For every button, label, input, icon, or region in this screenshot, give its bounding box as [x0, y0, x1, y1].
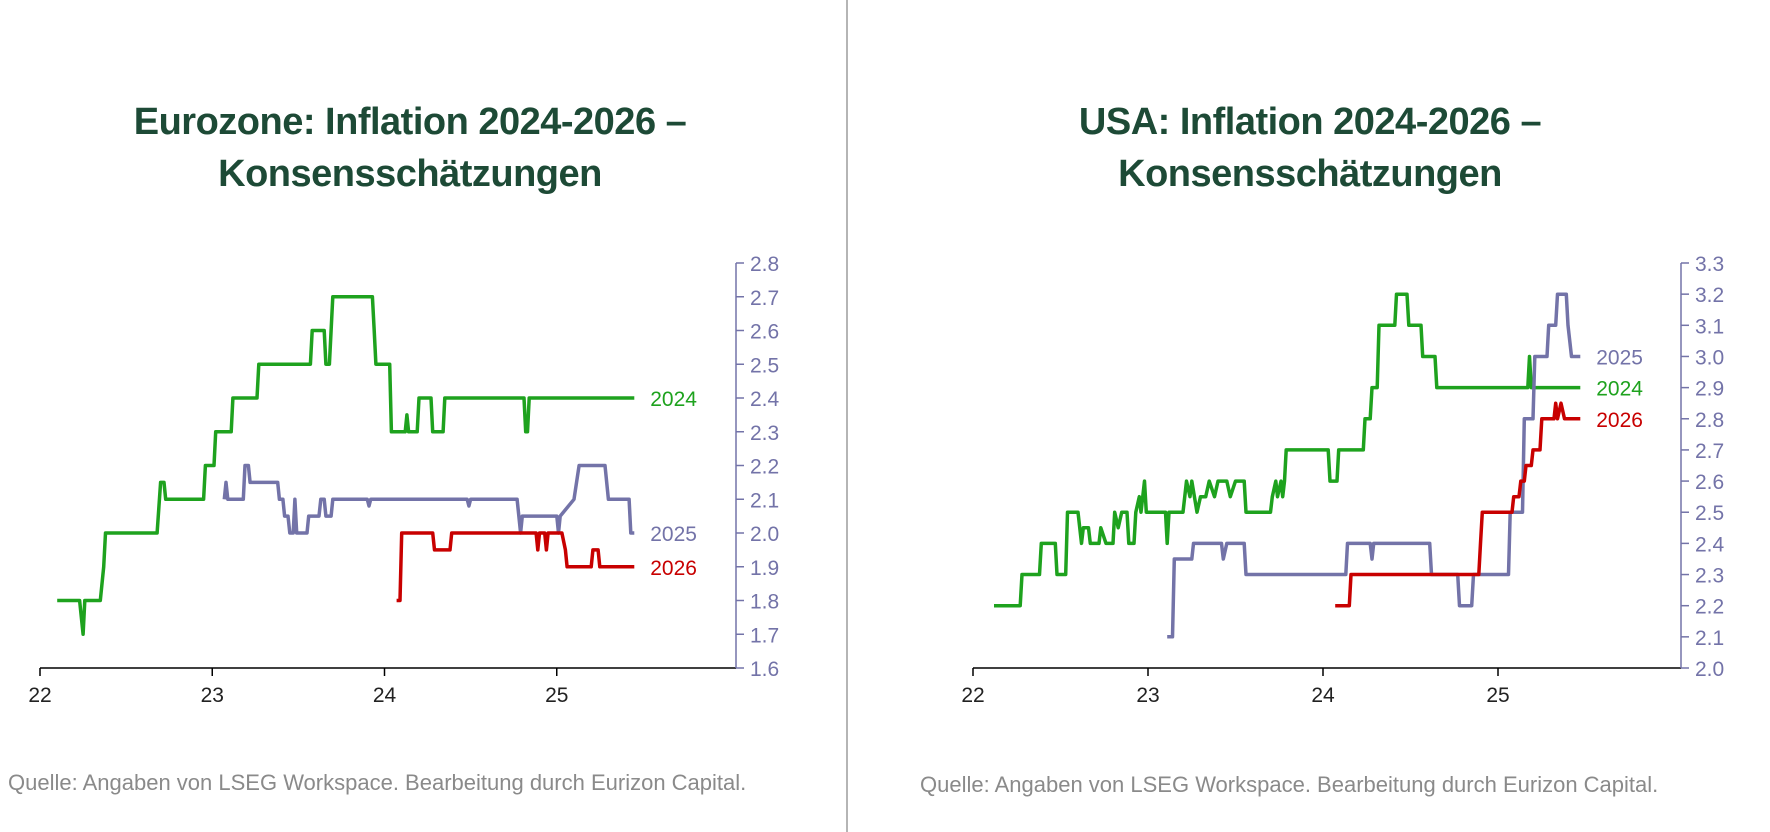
eurozone-y-tick-label: 2.4 [750, 388, 780, 411]
eurozone-series-2024-line [57, 294, 635, 637]
eurozone-panel: Eurozone: Inflation 2024-2026 – Konsenss… [0, 0, 845, 832]
eurozone-y-tick-label: 1.7 [750, 624, 779, 647]
usa-chart-title: USA: Inflation 2024-2026 – Konsensschätz… [848, 96, 1770, 200]
eurozone-x-tick-label: 24 [373, 684, 397, 707]
eurozone-series-2025-label: 2025 [650, 523, 697, 546]
eurozone-title-line2: Konsensschätzungen [218, 153, 602, 195]
usa-source-note: Quelle: Angaben von LSEG Workspace. Bear… [920, 772, 1659, 797]
eurozone-y-tick-label: 2.8 [750, 253, 779, 276]
usa-x-tick-label: 24 [1311, 684, 1335, 707]
usa-series-2026-line [1335, 401, 1581, 608]
panel-divider [846, 0, 848, 832]
eurozone-y-tick-label: 2.2 [750, 456, 779, 479]
usa-y-tick-label: 2.7 [1695, 440, 1724, 463]
usa-series-2024-label: 2024 [1596, 378, 1643, 401]
usa-x-tick-label: 22 [961, 684, 984, 707]
eurozone-y-tick-label: 1.8 [750, 591, 779, 614]
usa-x-tick-label: 25 [1486, 684, 1509, 707]
usa-y-tick-label: 3.1 [1695, 315, 1724, 338]
usa-y-tick-label: 3.2 [1695, 284, 1724, 307]
usa-title-line1: USA: Inflation 2024-2026 – [1078, 101, 1542, 143]
eurozone-series-2025-line [222, 463, 635, 535]
usa-x-tick-label: 23 [1136, 684, 1159, 707]
usa-y-tick-label: 2.8 [1695, 409, 1724, 432]
usa-y-tick-label: 2.9 [1695, 378, 1724, 401]
eurozone-x-tick-label: 22 [28, 684, 51, 707]
eurozone-title-line1: Eurozone: Inflation 2024-2026 – [133, 101, 687, 143]
usa-panel: USA: Inflation 2024-2026 – Konsensschätz… [848, 0, 1770, 832]
eurozone-series-2026-label: 2026 [650, 557, 697, 580]
usa-y-tick-label: 2.3 [1695, 565, 1724, 588]
usa-y-tick-label: 2.4 [1695, 533, 1725, 556]
usa-title-line2: Konsensschätzungen [1118, 153, 1502, 195]
usa-y-tick-label: 2.0 [1695, 658, 1724, 681]
usa-series-2024-line [994, 292, 1581, 608]
usa-y-tick-label: 2.1 [1695, 627, 1724, 650]
usa-inflation-chart: 22 23 24 25 2.0 2.1 2.2 2.3 2.4 2.5 2.6 2.7 2.8 2.9 3.… [961, 253, 1725, 707]
eurozone-y-tick-label: 2.7 [750, 287, 779, 310]
eurozone-x-tick-label: 25 [545, 684, 568, 707]
eurozone-y-tick-label: 2.1 [750, 489, 779, 512]
eurozone-chart-title: Eurozone: Inflation 2024-2026 – Konsenss… [0, 96, 820, 200]
eurozone-series-2026-line [396, 531, 635, 603]
eurozone-series-2024-label: 2024 [650, 388, 697, 411]
eurozone-y-tick-label: 2.0 [750, 523, 779, 546]
usa-y-tick-label: 2.2 [1695, 596, 1724, 619]
eurozone-inflation-chart: 22 23 24 25 1.6 1.7 1.8 1.9 2.0 2.1 2.2 2.3 2.4 2.5 2.… [28, 253, 780, 707]
usa-y-tick-label: 3.3 [1695, 253, 1724, 276]
eurozone-y-tick-label: 2.5 [750, 354, 779, 377]
eurozone-y-tick-label: 1.9 [750, 557, 779, 580]
eurozone-y-tick-label: 1.6 [750, 658, 779, 681]
usa-y-tick-label: 2.5 [1695, 502, 1724, 525]
usa-y-tick-label: 2.6 [1695, 471, 1724, 494]
usa-series-2025-label: 2025 [1596, 346, 1643, 369]
eurozone-source-note: Quelle: Angaben von LSEG Workspace. Bear… [8, 770, 747, 795]
eurozone-y-tick-label: 2.6 [750, 321, 779, 344]
eurozone-y-tick-label: 2.3 [750, 422, 779, 445]
eurozone-x-tick-label: 23 [201, 684, 224, 707]
usa-y-tick-label: 3.0 [1695, 346, 1724, 369]
usa-series-2025-line [1167, 292, 1581, 639]
usa-series-2026-label: 2026 [1596, 409, 1643, 432]
